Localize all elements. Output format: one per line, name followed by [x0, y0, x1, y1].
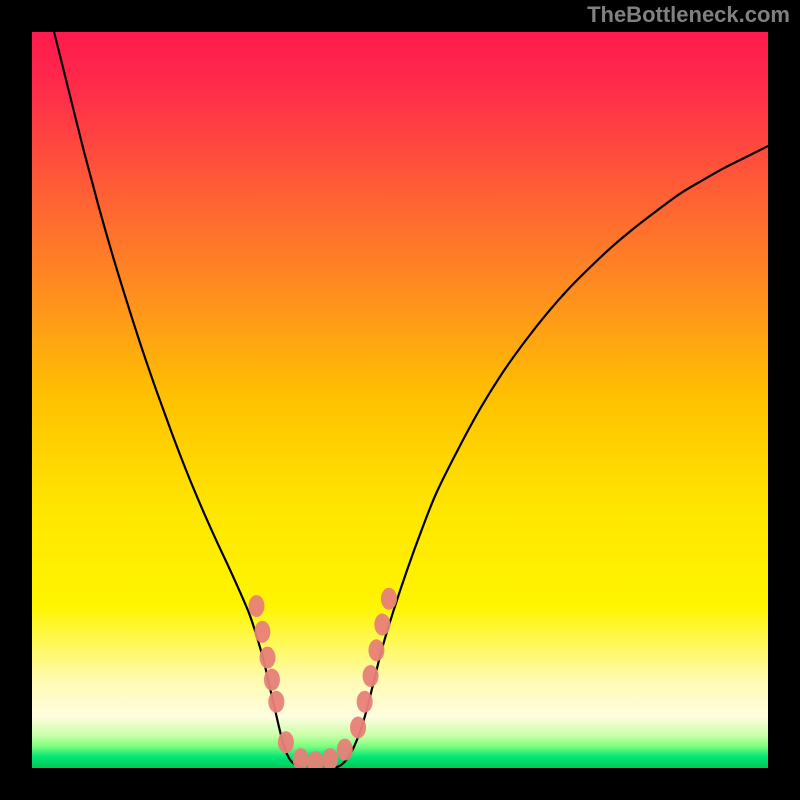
- chart-area: [32, 32, 768, 768]
- chart-background: [32, 32, 768, 768]
- data-marker: [357, 691, 373, 713]
- data-marker: [374, 613, 390, 635]
- data-marker: [254, 621, 270, 643]
- data-marker: [268, 691, 284, 713]
- data-marker: [363, 665, 379, 687]
- watermark-text: TheBottleneck.com: [587, 2, 790, 28]
- data-marker: [278, 731, 294, 753]
- data-marker: [264, 669, 280, 691]
- data-marker: [337, 739, 353, 761]
- chart-svg: [32, 32, 768, 768]
- data-marker: [260, 647, 276, 669]
- data-marker: [368, 639, 384, 661]
- data-marker: [350, 717, 366, 739]
- data-marker: [381, 588, 397, 610]
- data-marker: [248, 595, 264, 617]
